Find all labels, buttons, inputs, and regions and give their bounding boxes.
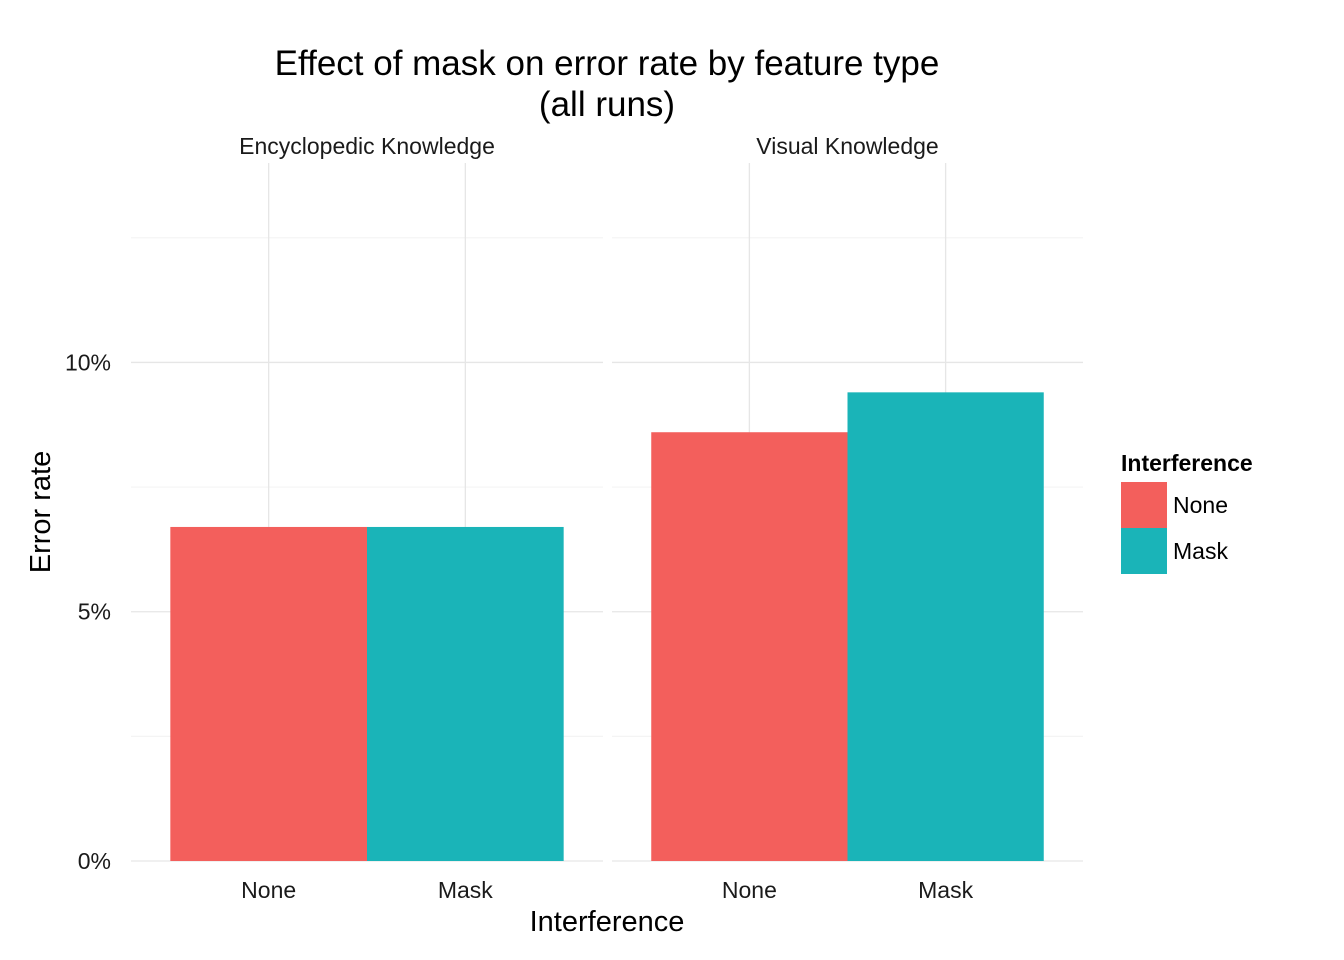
bars (651, 392, 1044, 861)
y-tick-label: 5% (78, 599, 111, 625)
legend: Interference None Mask (1121, 450, 1253, 574)
facet-panel: Encyclopedic Knowledge None Mask (131, 133, 603, 903)
chart-title-line-1: Effect of mask on error rate by feature … (275, 44, 940, 83)
bar-mask (367, 526, 564, 861)
legend-label: Mask (1173, 538, 1228, 564)
y-tick-label: 0% (78, 848, 111, 874)
bar-none (651, 432, 848, 861)
facet-panel: Visual Knowledge None Mask (612, 133, 1083, 903)
x-tick-label: None (241, 877, 296, 903)
legend-label: None (1173, 492, 1228, 518)
x-tick-label: Mask (918, 877, 973, 903)
legend-title: Interference (1121, 450, 1253, 476)
legend-key-none (1121, 482, 1167, 528)
x-tick-label: None (722, 877, 777, 903)
y-tick-label: 10% (65, 349, 111, 375)
y-axis-title: Error rate (25, 451, 57, 573)
facet-strip-label: Visual Knowledge (756, 133, 938, 159)
bars (170, 526, 564, 861)
bar-none (170, 526, 367, 861)
x-tick-label: Mask (438, 877, 493, 903)
x-axis-title: Interference (530, 906, 685, 938)
facet-strip-label: Encyclopedic Knowledge (239, 133, 495, 159)
bar-mask (847, 392, 1044, 861)
chart-title-line-2: (all runs) (539, 85, 675, 124)
y-axis: 0% 5% 10% (65, 349, 111, 874)
legend-key-mask (1121, 528, 1167, 574)
chart-title: Effect of mask on error rate by feature … (275, 44, 940, 124)
